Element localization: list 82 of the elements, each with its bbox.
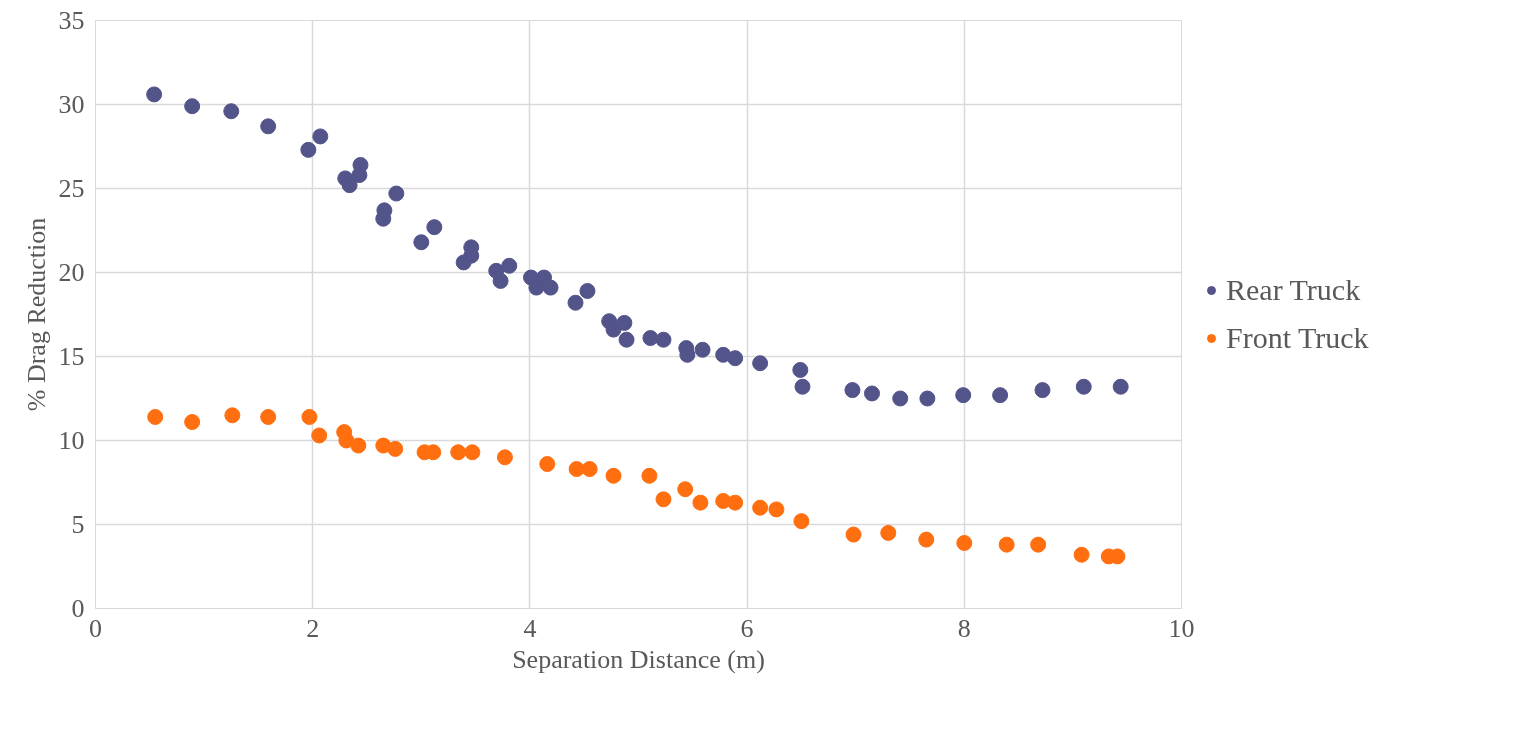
point [845,526,862,543]
point [542,279,559,296]
point [998,536,1015,553]
point [224,407,241,424]
point [918,531,935,548]
point [1073,546,1090,563]
point [184,414,201,431]
point [955,387,972,404]
x-tick-label: 8 [957,613,971,643]
x-tick-label: 10 [1168,613,1195,643]
y-tick-label: 20 [58,258,85,287]
point [301,408,318,425]
point [501,257,518,274]
point [863,385,880,402]
x-tick-label: 4 [523,613,537,643]
point [338,432,355,449]
point [792,361,809,378]
point [387,440,404,457]
point [992,387,1009,404]
point [464,444,481,461]
point [752,499,769,516]
x-tick-label: 2 [306,613,320,643]
x-tick-label: 6 [740,613,754,643]
point [426,219,443,236]
x-axis-title: Separation Distance (m) [512,644,765,674]
point [350,437,367,454]
point [727,494,744,511]
point [844,382,861,399]
y-tick-label: 0 [71,594,85,623]
y-tick-label: 30 [58,90,85,119]
point [768,501,785,518]
point [300,141,317,158]
point [616,314,633,331]
point [260,118,277,135]
point [605,321,622,338]
point [677,481,694,498]
point [260,408,277,425]
point [694,341,711,358]
y-tick-label: 15 [58,342,85,371]
point [641,467,658,484]
point [752,355,769,372]
point [496,449,513,466]
point [413,234,430,251]
point [1075,378,1092,395]
point [146,86,163,103]
point [312,128,329,145]
point [794,378,811,395]
y-tick-label: 25 [58,174,85,203]
point [892,390,909,407]
point [492,272,509,289]
point [605,467,622,484]
point [1112,378,1129,395]
y-tick-label: 35 [58,6,85,35]
y-axis-title: % Drag Reduction [21,217,51,412]
point [184,98,201,115]
point [919,390,936,407]
point [956,534,973,551]
point [568,461,585,478]
point [311,427,328,444]
point [539,456,556,473]
y-tick-label: 10 [58,426,85,455]
point [147,408,164,425]
point [1030,536,1047,553]
point [880,524,897,541]
point [793,513,810,530]
point [727,350,744,367]
point [655,491,672,508]
legend-label: Front Truck [1226,321,1369,355]
point [223,103,240,120]
point [655,331,672,348]
point [450,444,467,461]
y-tick-label: 5 [71,510,85,539]
legend-label: Rear Truck [1226,273,1361,307]
point [618,331,635,348]
point [388,185,405,202]
point [352,156,369,173]
point [692,494,709,511]
point [581,461,598,478]
point [567,294,584,311]
point [1034,382,1051,399]
point [579,282,596,299]
point [642,330,659,347]
